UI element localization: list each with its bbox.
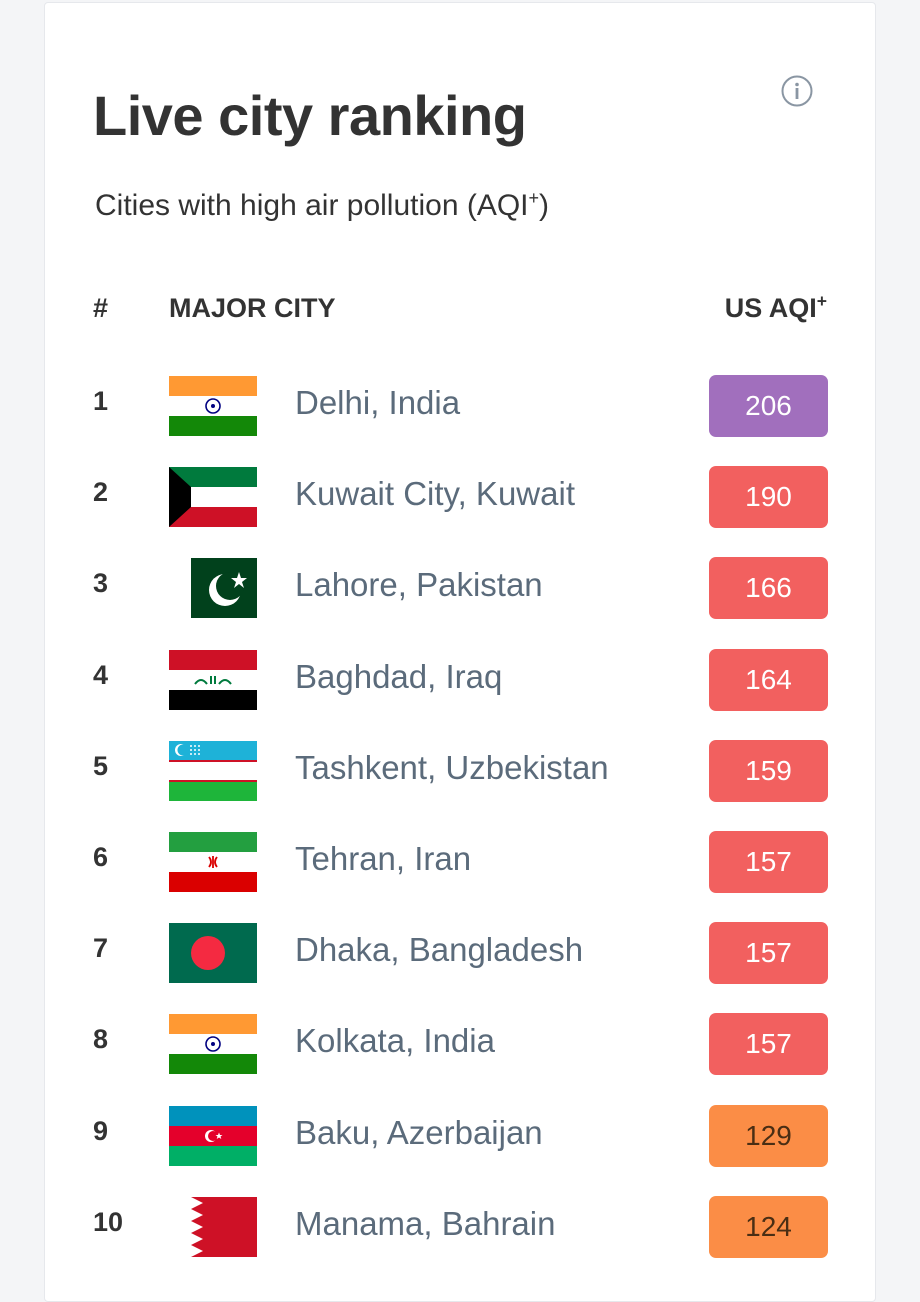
city-name[interactable]: Tashkent, Uzbekistan	[295, 748, 609, 786]
rank-number: 10	[93, 1206, 124, 1237]
india-flag-icon	[169, 376, 257, 436]
subtitle-superscript: +	[528, 188, 540, 208]
azerbaijan-flag-icon	[169, 1105, 257, 1166]
city-name[interactable]: Tehran, Iran	[295, 840, 472, 877]
iraq-flag-icon	[169, 649, 257, 710]
rank-number: 2	[93, 477, 109, 508]
city-name[interactable]: Manama, Bahrain	[295, 1204, 556, 1242]
column-header-aqi[interactable]: US AQI+	[724, 291, 827, 324]
subtitle-close: )	[539, 189, 550, 222]
aqi-badge: 157	[709, 922, 828, 985]
bangladesh-flag-icon	[169, 923, 257, 984]
city-name[interactable]: Baku, Azerbaijan	[295, 1113, 543, 1151]
info-icon[interactable]	[781, 75, 813, 107]
ranking-row[interactable]: 9 Baku, Azerbaijan 129	[45, 1100, 877, 1172]
ranking-row[interactable]: 10 Manama, Bahrain 124	[45, 1191, 877, 1263]
ranking-row[interactable]: 4 Baghdad, Iraq 164	[45, 644, 877, 716]
rank-number: 5	[93, 750, 109, 781]
aqi-badge: 159	[709, 739, 828, 802]
aqi-badge: 157	[709, 831, 828, 893]
rank-number: 7	[93, 933, 109, 964]
city-name[interactable]: Lahore, Pakistan	[295, 566, 543, 604]
rank-number: 3	[93, 568, 109, 599]
aqi-badge: 206	[709, 375, 828, 437]
column-header-aqi-label: US AQI	[724, 293, 817, 323]
rank-number: 6	[93, 842, 109, 872]
iran-flag-icon	[169, 832, 257, 892]
city-name[interactable]: Delhi, India	[295, 384, 461, 421]
aqi-badge: 129	[709, 1104, 828, 1167]
subtitle: Cities with high air pollution (AQI+)	[95, 189, 549, 223]
ranking-row[interactable]: 2 Kuwait City, Kuwait 190	[45, 461, 877, 533]
bahrain-flag-icon	[169, 1196, 257, 1257]
ranking-row[interactable]: 3 Lahore, Pakistan 166	[45, 552, 877, 624]
rank-number: 8	[93, 1024, 109, 1055]
city-name[interactable]: Kuwait City, Kuwait	[295, 475, 575, 513]
ranking-row[interactable]: 5 Tashkent, Uzbekistan 159	[45, 735, 877, 807]
ranking-row[interactable]: 7 Dhaka, Bangladesh 157	[45, 917, 877, 989]
aqi-badge: 190	[709, 466, 828, 529]
ranking-row[interactable]: 1 Delhi, India 206	[45, 370, 877, 442]
city-name[interactable]: Baghdad, Iraq	[295, 657, 503, 695]
city-name[interactable]: Kolkata, India	[295, 1022, 495, 1060]
ranking-row[interactable]: 6 Tehran, Iran 157	[45, 826, 877, 898]
aqi-badge: 164	[709, 648, 828, 711]
india-flag-icon	[169, 1014, 257, 1075]
rank-number: 9	[93, 1115, 109, 1146]
aqi-badge: 124	[709, 1195, 828, 1258]
uzbekistan-flag-icon	[169, 740, 257, 801]
aqi-badge: 157	[709, 1013, 828, 1076]
kuwait-flag-icon	[169, 467, 257, 528]
column-header-aqi-superscript: +	[816, 291, 827, 311]
subtitle-text: Cities with high air pollution (AQI	[95, 189, 529, 222]
ranking-card: Live city ranking Cities with high air p…	[44, 2, 876, 1302]
city-name[interactable]: Dhaka, Bangladesh	[295, 931, 584, 969]
pakistan-flag-icon	[169, 558, 257, 619]
column-header-rank: #	[93, 293, 109, 323]
aqi-badge: 166	[709, 557, 828, 620]
rank-number: 4	[93, 659, 109, 690]
rank-number: 1	[93, 386, 109, 416]
column-header-city: MAJOR CITY	[169, 293, 336, 323]
page-title: Live city ranking	[93, 84, 527, 147]
ranking-row[interactable]: 8 Kolkata, India 157	[45, 1008, 877, 1080]
